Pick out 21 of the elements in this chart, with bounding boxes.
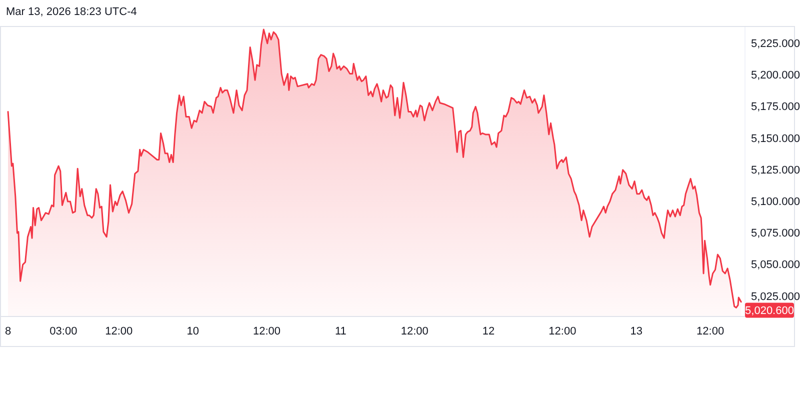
y-tick-label: 5,225.000 [751, 38, 800, 50]
y-tick-label: 5,125.000 [751, 164, 800, 176]
y-tick-label: 5,100.000 [751, 196, 800, 208]
x-tick-label: 03:00 [50, 325, 78, 338]
y-tick-label: 5,050.000 [751, 259, 800, 272]
x-tick-label: 11 [334, 325, 346, 338]
y-tick-label: 5,025.000 [751, 290, 800, 303]
y-tick-label: 5,200.000 [751, 70, 800, 82]
x-tick-label: 13 [630, 325, 642, 338]
y-tick-label: 5,150.000 [751, 132, 800, 145]
x-tick-label: 12 [482, 325, 495, 338]
x-tick-label: 12:00 [696, 325, 724, 338]
y-tick-label: 5,075.000 [751, 228, 800, 240]
text: Mar 13, 2026 18:23 UTC-4 [6, 6, 137, 18]
x-tick-label: 12:00 [548, 325, 576, 338]
x-tick-label: 12:00 [400, 325, 428, 338]
x-tick-label: 12:00 [252, 325, 281, 338]
y-tick-label: 5,175.000 [751, 101, 800, 114]
x-tick-label: 10 [186, 325, 199, 338]
x-tick-label: 8 [4, 325, 12, 338]
x-tick-label: 12:00 [105, 325, 133, 338]
